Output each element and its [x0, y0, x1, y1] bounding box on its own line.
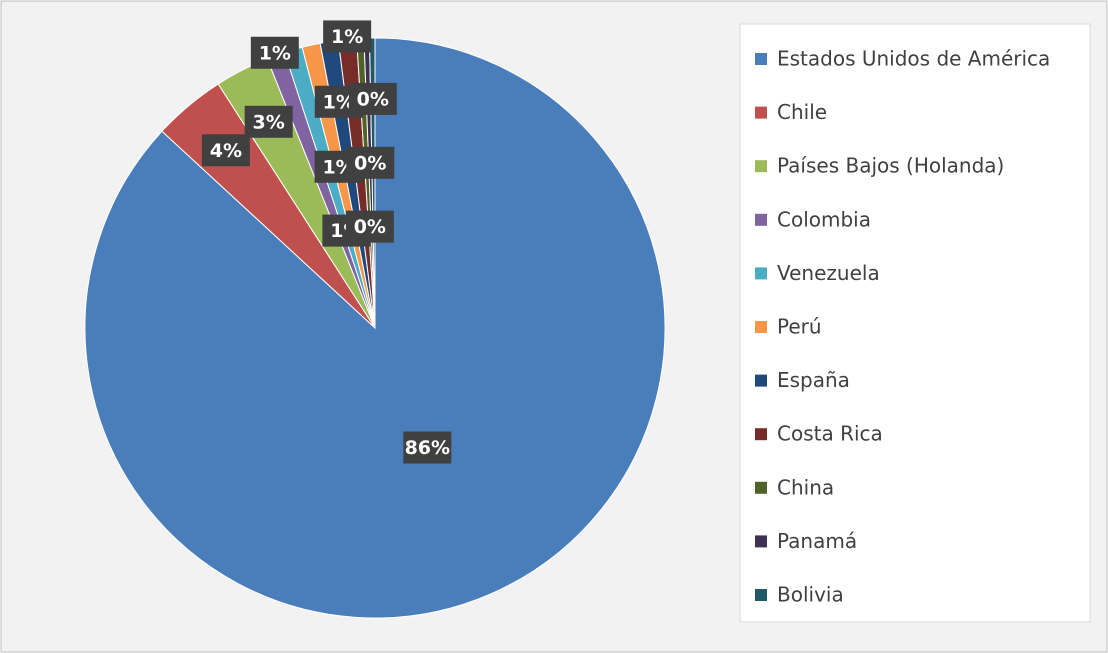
legend-label: Estados Unidos de América	[777, 47, 1050, 71]
data-label: 1%	[331, 26, 363, 48]
legend-swatch	[755, 535, 767, 548]
legend-label: China	[777, 475, 834, 499]
data-label: 4%	[210, 140, 242, 162]
legend-swatch	[755, 589, 767, 601]
data-label: 1%	[259, 42, 291, 64]
legend-swatch	[755, 160, 767, 173]
legend-label: Países Bajos (Holanda)	[777, 154, 1004, 178]
data-label-box	[201, 134, 250, 167]
data-label: 3%	[253, 111, 285, 133]
legend-swatch	[755, 321, 767, 333]
legend-label: Costa Rica	[777, 422, 883, 446]
data-label: 0%	[354, 152, 386, 174]
legend-label: Chile	[777, 100, 827, 124]
data-label: 1%	[323, 91, 355, 113]
legend-label: Panamá	[777, 529, 857, 553]
legend-label: Bolivia	[777, 583, 844, 607]
data-label-box	[403, 431, 452, 464]
legend-swatch	[755, 374, 767, 387]
legend-swatch	[755, 481, 767, 494]
legend-label: Perú	[777, 315, 822, 339]
legend-label: Colombia	[777, 207, 871, 231]
data-label-box	[250, 36, 299, 69]
data-label: 86%	[405, 437, 450, 459]
data-label-box	[348, 82, 397, 115]
data-label: 0%	[357, 88, 389, 110]
legend-swatch	[755, 53, 767, 65]
legend-swatch	[755, 213, 767, 226]
data-label-box	[323, 20, 372, 53]
legend-swatch	[755, 428, 767, 441]
legend-swatch	[755, 106, 767, 119]
legend-label: España	[777, 368, 850, 392]
legend-label: Venezuela	[777, 261, 880, 285]
legend-swatch	[755, 267, 767, 280]
data-label-box	[346, 146, 395, 179]
data-label-box	[244, 105, 293, 138]
legend-box	[739, 23, 1091, 623]
data-label-box	[345, 210, 394, 243]
data-label: 0%	[354, 216, 386, 238]
